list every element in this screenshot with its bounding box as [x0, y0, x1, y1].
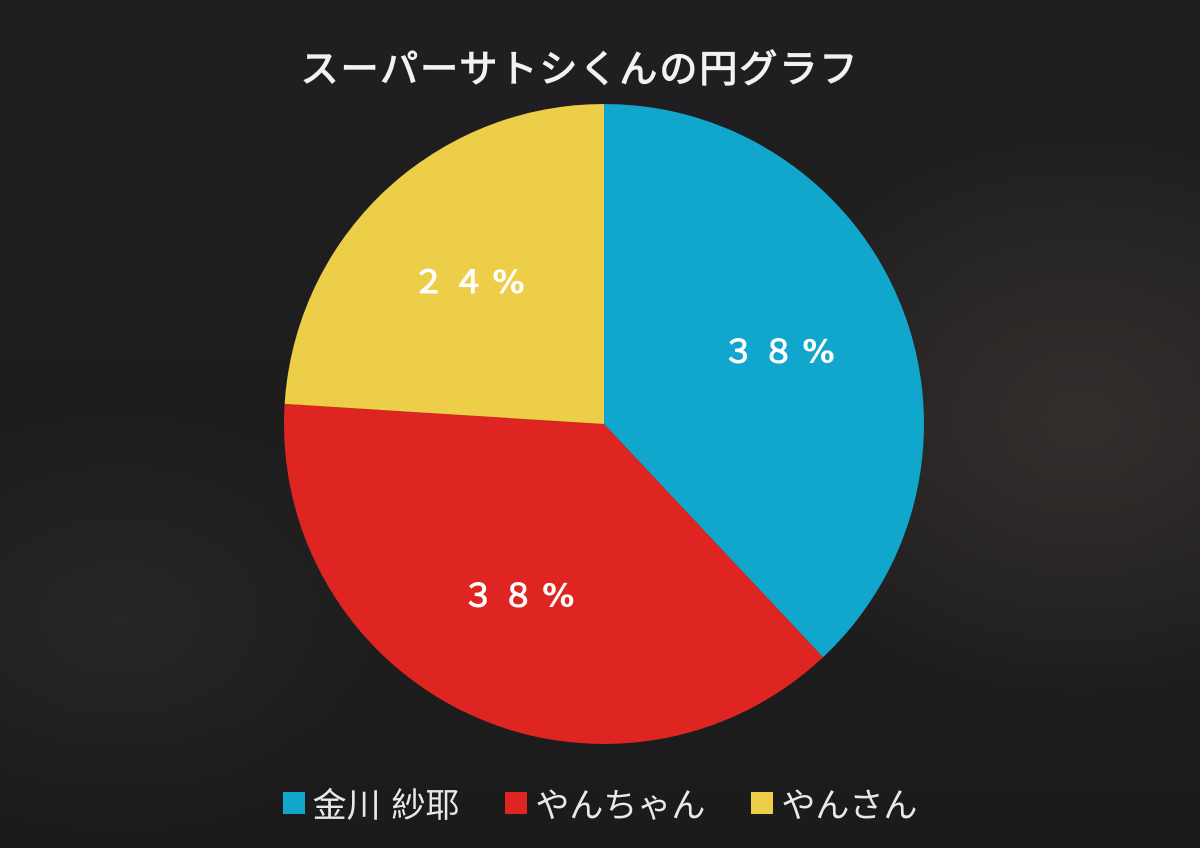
- legend-label: やんちゃん: [535, 786, 706, 826]
- slice-label-yansan: ２４%: [413, 263, 533, 301]
- chart-legend: 金川 紗耶 やんちゃん やんさん: [0, 778, 1200, 827]
- chart-title: スーパーサトシくんの円グラフ: [300, 47, 860, 91]
- pie-labels: ３８% ３８% ２４%: [413, 263, 842, 615]
- legend-item-kanagawa: 金川 紗耶: [282, 778, 460, 827]
- pie-slice-yansan: [284, 104, 604, 424]
- legend-label: 金川 紗耶: [312, 786, 460, 826]
- slice-label-yanchan: ３８%: [462, 577, 582, 615]
- pie-slices: [283, 104, 924, 744]
- legend-item-yanchan: やんちゃん: [505, 778, 705, 827]
- pie-slice-kanagawa: [604, 104, 924, 658]
- legend-item-yansan: やんさん: [751, 778, 917, 827]
- pie-slice-yanchan: [283, 403, 824, 744]
- slice-label-kanagawa: ３８%: [722, 332, 842, 370]
- legend-swatch-icon: [505, 791, 528, 814]
- legend-swatch-icon: [282, 791, 305, 814]
- legend-label: やんさん: [781, 786, 918, 826]
- legend-swatch-icon: [751, 791, 774, 814]
